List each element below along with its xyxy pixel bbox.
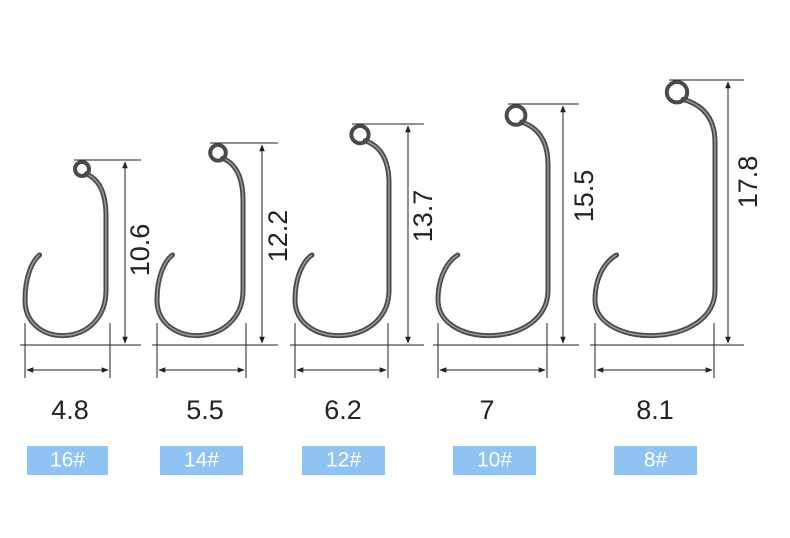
hook-eye [73,160,91,178]
hook-eye [504,104,528,127]
size-badge [27,446,108,475]
width-label: 7 [479,395,494,425]
height-label: 13.7 [408,190,438,243]
size-label: 12# [326,449,361,472]
width-label: 5.5 [186,395,224,425]
width-label: 8.1 [636,395,674,425]
hook-group: 10.6 4.8 16# [20,159,155,475]
hook-wire [22,171,109,338]
hook-wire [435,119,551,339]
size-label: 8# [644,449,668,472]
hook-wire [154,155,246,338]
hook-highlight [24,173,107,337]
size-label: 14# [184,449,219,472]
size-label: 16# [50,449,85,472]
width-label: 6.2 [324,395,362,425]
hook-highlight [294,139,390,337]
hook-wire [592,96,718,338]
hook-highlight [437,121,549,337]
width-label: 4.8 [51,395,89,425]
hook-highlight [594,98,716,337]
size-badge [160,446,243,475]
hook-highlight [156,157,244,337]
hook-wire [292,138,392,339]
hook-group: 12.2 5.5 14# [152,142,293,475]
hook-group: 15.5 7 10# [433,103,599,475]
size-badge [614,446,697,475]
hook-group: 13.7 6.2 12# [290,123,438,475]
hook-eye [664,80,690,105]
size-badge [302,446,385,475]
height-label: 15.5 [569,170,599,223]
height-label: 17.8 [733,156,763,209]
hook-group: 17.8 8.1 8# [590,79,763,475]
size-badge [453,446,536,475]
hook-eye [208,143,228,163]
height-label: 12.2 [263,210,293,263]
size-label: 10# [477,449,512,472]
hook-eye [349,124,371,146]
height-label: 10.6 [125,224,155,277]
